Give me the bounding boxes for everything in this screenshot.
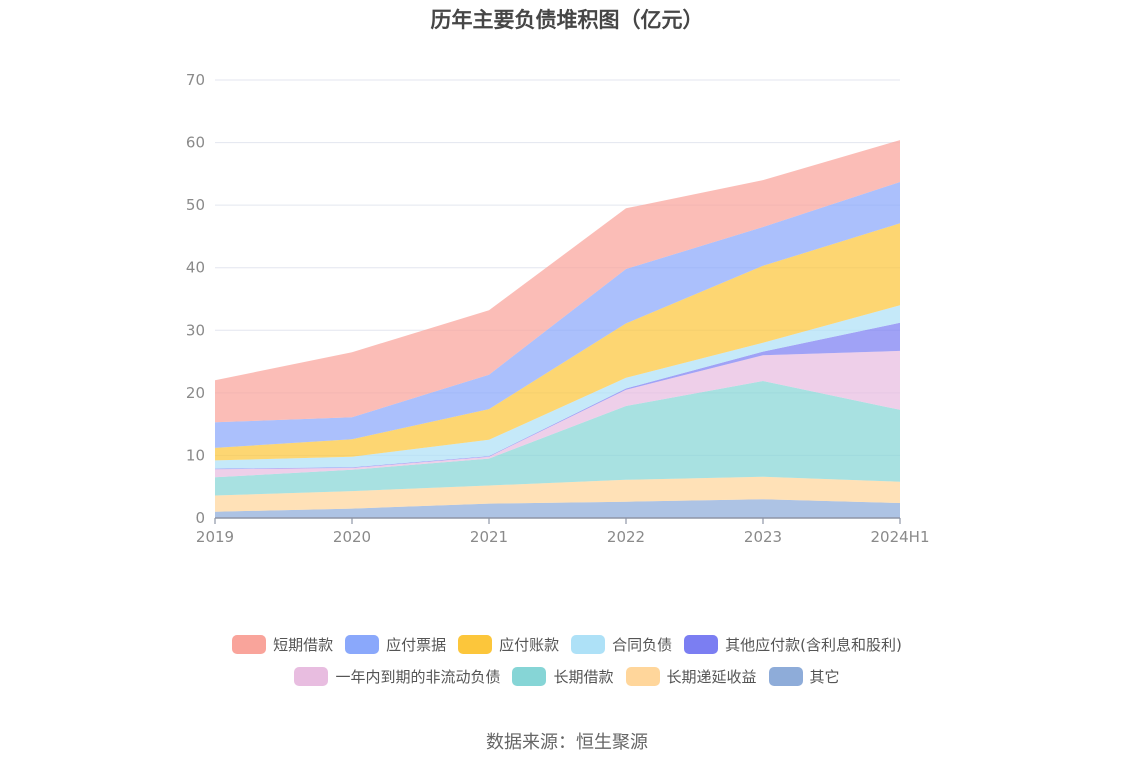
legend-swatch [571, 634, 606, 654]
legend-item[interactable]: 应付账款 [458, 634, 559, 655]
legend-label: 合同负债 [612, 635, 673, 654]
area-series-0 [215, 499, 900, 518]
legend-item[interactable]: 长期递延收益 [625, 666, 757, 687]
legend-label: 应付票据 [386, 635, 447, 654]
legend-item[interactable]: 长期借款 [512, 666, 614, 687]
area-series-6 [215, 223, 900, 461]
axes: 0 10 20 30 40 50 60 70 2019 2020 2021 2022 2023 2024H… [186, 71, 930, 546]
y-tick-label: 10 [186, 446, 205, 464]
source-note: 数据来源：恒生聚源 [486, 732, 648, 753]
legend-item[interactable]: 短期借款 [232, 634, 333, 655]
legend-row: 一年内到期的非流动负债 长期借款 长期递延收益 其它 [0, 660, 1134, 692]
y-tick-label: 0 [195, 509, 205, 527]
y-tick-label: 20 [186, 384, 205, 402]
area-series-8 [215, 140, 900, 423]
area-series-1 [215, 476, 900, 512]
stacked-area-chart: 0 10 20 30 40 50 60 70 2019 2020 2021 2022 2023 2024H… [186, 71, 930, 546]
legend-swatch [458, 634, 493, 654]
x-tick-label: 2019 [196, 528, 234, 546]
legend-label: 一年内到期的非流动负债 [335, 667, 501, 686]
x-tick-label: 2021 [470, 528, 508, 546]
legend-label: 长期借款 [553, 667, 614, 686]
x-tick-label: 2023 [744, 528, 782, 546]
legend-item[interactable]: 其他应付款(含利息和股利) [684, 634, 902, 655]
legend-label: 长期递延收益 [666, 667, 757, 686]
area-series-7 [215, 182, 900, 448]
y-tick-label: 30 [186, 321, 205, 339]
legend-label: 其他应付款(含利息和股利) [725, 635, 902, 654]
legend-swatch [232, 634, 267, 654]
legend-item[interactable]: 一年内到期的非流动负债 [294, 666, 500, 687]
legend-label: 其它 [809, 667, 840, 686]
legend-label: 短期借款 [273, 635, 334, 654]
legend: 短期借款 应付票据 应付账款 合同负债 其他应付款(含利息和股利) 一年内到期的非流动负… [0, 628, 1134, 692]
legend-swatch [294, 666, 329, 686]
area-series-3 [215, 350, 900, 478]
chart-title: 历年主要负债堆积图（亿元） [430, 8, 704, 32]
legend-item[interactable]: 合同负债 [571, 634, 672, 655]
x-tick-label: 2020 [333, 528, 371, 546]
y-tick-label: 40 [186, 259, 205, 277]
legend-row: 短期借款 应付票据 应付账款 合同负债 其他应付款(含利息和股利) [0, 628, 1134, 660]
y-tick-label: 70 [186, 71, 205, 89]
legend-swatch [768, 666, 803, 686]
area-series-group [215, 140, 900, 518]
y-tick-label: 60 [186, 134, 205, 152]
legend-item[interactable]: 其它 [768, 666, 840, 687]
y-tick-label: 50 [186, 196, 205, 214]
legend-swatch [512, 666, 547, 686]
legend-swatch [625, 666, 660, 686]
area-series-4 [215, 322, 900, 470]
x-tick-label: 2022 [607, 528, 645, 546]
legend-swatch [345, 634, 380, 654]
area-series-2 [215, 381, 900, 496]
x-tick-label: 2024H1 [871, 528, 930, 546]
legend-label: 应付账款 [499, 635, 560, 654]
legend-swatch [684, 634, 719, 654]
legend-item[interactable]: 应付票据 [345, 634, 446, 655]
